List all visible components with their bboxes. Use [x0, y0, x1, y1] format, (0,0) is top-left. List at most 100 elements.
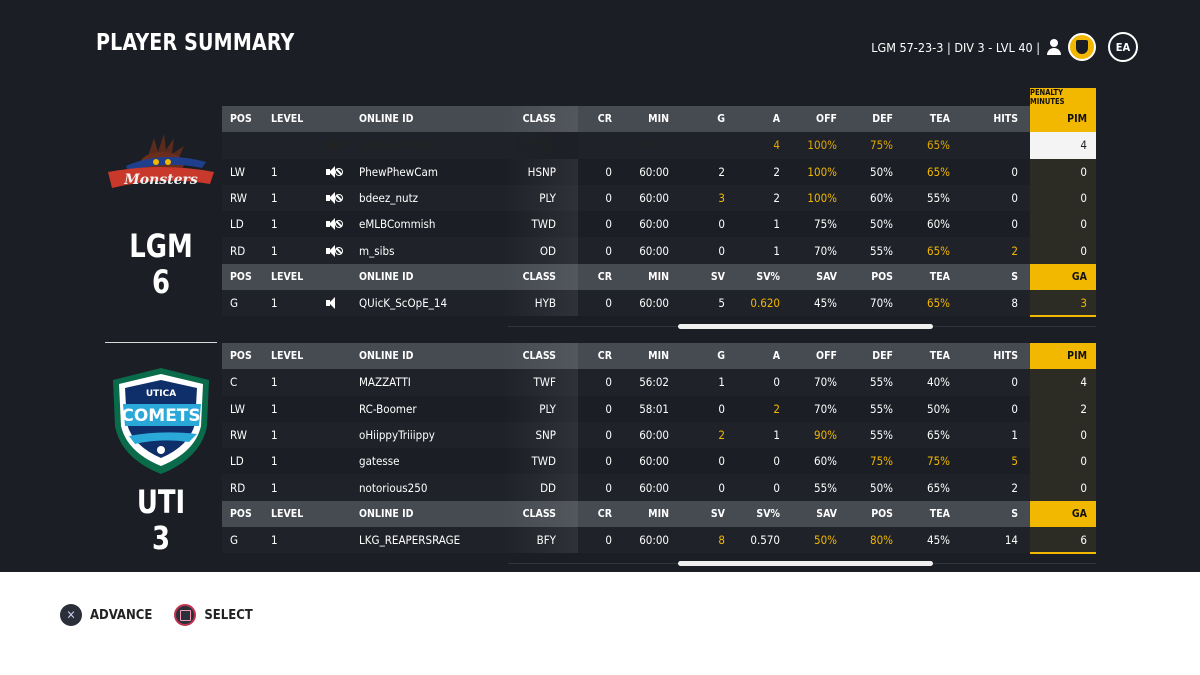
stat-pim: 0 [1030, 237, 1096, 264]
stat-tea: 50% [927, 401, 950, 416]
stat-def: 75% [870, 138, 893, 153]
rank-badge-icon[interactable] [1068, 33, 1096, 61]
column-header-min: MIN [648, 113, 669, 126]
stat-a: 4 [773, 138, 780, 153]
muted-speaker-icon[interactable] [326, 218, 343, 231]
stat-pim: 0 [1030, 448, 1096, 475]
mic-cell [326, 237, 343, 263]
stat-off: 70% [814, 375, 837, 390]
stat-tea: 65% [927, 428, 950, 443]
column-header-level: LEVEL [271, 350, 304, 363]
player-row[interactable]: RW 1 oHiippyTriiippy SNP 0 60:00 2 1 90% 55% 65% 1 0 [222, 421, 1096, 449]
column-header-tea: TEA [929, 113, 950, 126]
player-row[interactable]: LD 1 gatesse TWD 0 60:00 0 0 60% 75% 75% 5 0 [222, 448, 1096, 475]
column-header-g: G [717, 350, 725, 363]
stat-level: 1 [271, 191, 278, 206]
stat-min: 60:00 [639, 428, 669, 443]
mic-cell [326, 211, 343, 237]
mic-cell [326, 159, 343, 185]
stats-table-lgm: POS LEVEL ONLINE ID CLASS CR MIN G A OFF DEF TEA HI… [222, 106, 1096, 317]
column-header-pos: POS [230, 113, 252, 126]
player-row[interactable]: LW 1 PhewPhewCam HSNP 0 60:00 2 2 100% 50% 65% 0 0 [222, 158, 1096, 185]
square-button-icon[interactable] [174, 604, 197, 626]
player-row[interactable]: LW 1 RC-Boomer PLY 0 58:01 0 2 70% 55% 50% 0 2 [222, 395, 1096, 422]
stat-tea: 65% [927, 296, 950, 311]
stat-level: 1 [271, 164, 278, 179]
page-title: PLAYER SUMMARY [96, 30, 295, 56]
muted-speaker-icon[interactable] [326, 165, 343, 178]
stat-tea: 65% [927, 164, 950, 179]
column-header-class: CLASS [502, 343, 578, 370]
stat-pos: G [230, 533, 239, 548]
muted-speaker-icon[interactable] [326, 244, 343, 257]
column-header-a: A [772, 113, 780, 126]
stat-def: 50% [870, 217, 893, 232]
team-score-away: 3 [151, 519, 171, 557]
advance-button-label[interactable]: ADVANCE [90, 607, 153, 623]
player-row[interactable]: LD 1 eMLBCommish TWD 0 60:00 0 1 75% 50% 60% 0 0 [222, 211, 1096, 238]
column-header-level: LEVEL [271, 270, 304, 283]
column-header-off: OFF [816, 113, 837, 126]
horizontal-scrollbar[interactable] [678, 324, 933, 330]
stat-pim: 3 [1030, 290, 1096, 317]
stat-g: 2 [718, 428, 725, 443]
column-header-level: LEVEL [271, 507, 304, 520]
column-header-cr: CR [597, 113, 612, 126]
muted-speaker-icon[interactable] [326, 192, 343, 205]
skater-header-row: POS LEVEL ONLINE ID CLASS CR MIN G A OFF DEF TEA HI… [222, 106, 1096, 133]
stat-level: 1 [271, 480, 278, 495]
column-header-pim: PIM [1030, 343, 1096, 370]
stat-level: 1 [271, 296, 278, 311]
stat-level: 1 [271, 375, 278, 390]
stat-min: 60:00 [639, 533, 669, 548]
player-row[interactable]: C 1 BarDownDaily TDNG 0 56:01 1 4 100% 75% 65% 0 4 [222, 132, 1096, 159]
muted-speaker-icon[interactable] [326, 139, 343, 152]
stat-id: PhewPhewCam [359, 164, 438, 179]
stat-cr: 0 [605, 164, 612, 179]
stat-g: 2 [718, 164, 725, 179]
player-row[interactable]: RW 1 bdeez_nutz PLY 0 60:00 3 2 100% 60% 55% 0 0 [222, 184, 1096, 212]
cross-button-icon[interactable] [60, 604, 82, 626]
comets-logo: UTICA COMETS [105, 366, 217, 476]
stat-pos: LW [230, 164, 245, 179]
horizontal-scrollbar[interactable] [678, 561, 933, 567]
stat-level: 1 [271, 138, 278, 153]
stat-class: DD [502, 474, 578, 501]
record-status: LGM 57-23-3 | DIV 3 - LVL 40 | [871, 39, 1040, 55]
stat-def: 50% [870, 480, 893, 495]
stat-pos: G [230, 296, 239, 311]
stat-tea: 40% [927, 375, 950, 390]
player-row[interactable]: G 1 LKG_REAPERSRAGE BFY 0 60:00 8 0.570 50% 80% 45… [222, 527, 1096, 554]
stat-a: 1 [773, 243, 780, 258]
column-header-pos: POS [230, 270, 252, 283]
player-row[interactable]: RD 1 notorious250 DD 0 60:00 0 0 55% 50% 65% 2 0 [222, 474, 1096, 501]
goalie-header-row: POS LEVEL ONLINE ID CLASS CR MIN SV SV% SAV POS TE… [222, 263, 1096, 291]
stat-cr: 0 [605, 138, 612, 153]
stat-min: 60:00 [639, 243, 669, 258]
column-header-tea: TEA [929, 270, 950, 283]
team-abbr-home: LGM [129, 227, 193, 265]
stat-off: 100% [807, 191, 837, 206]
stat-hits: 0 [1011, 138, 1018, 153]
stat-cr: 0 [605, 533, 612, 548]
stat-pos: C [230, 375, 238, 390]
stat-hits: 0 [1011, 217, 1018, 232]
status-bar: LGM 57-23-3 | DIV 3 - LVL 40 | EA [871, 32, 1138, 62]
stat-pos: RD [230, 480, 246, 495]
column-header-min: MIN [648, 507, 669, 520]
stat-pos: LD [230, 454, 244, 469]
player-row[interactable]: RD 1 m_sibs OD 0 60:00 0 1 70% 55% 65% 2 0 [222, 237, 1096, 264]
column-header-tea: TEA [929, 507, 950, 520]
stat-a: 0 [773, 480, 780, 495]
player-row[interactable]: G 1 QUicK_ScOpE_14 HYB 0 60:00 5 0.620 45% 70% 65%… [222, 290, 1096, 317]
stat-min: 60:00 [639, 164, 669, 179]
select-button-label[interactable]: SELECT [204, 607, 253, 623]
profile-icon[interactable] [1046, 39, 1062, 55]
speaker-icon[interactable] [326, 297, 342, 310]
stat-def: 50% [870, 164, 893, 179]
stat-cr: 0 [605, 243, 612, 258]
stat-tea: 55% [927, 191, 950, 206]
column-header-tea: TEA [929, 350, 950, 363]
stat-cr: 0 [605, 217, 612, 232]
player-row[interactable]: C 1 MAZZATTI TWF 0 56:02 1 0 70% 55% 40% 0 4 [222, 369, 1096, 396]
